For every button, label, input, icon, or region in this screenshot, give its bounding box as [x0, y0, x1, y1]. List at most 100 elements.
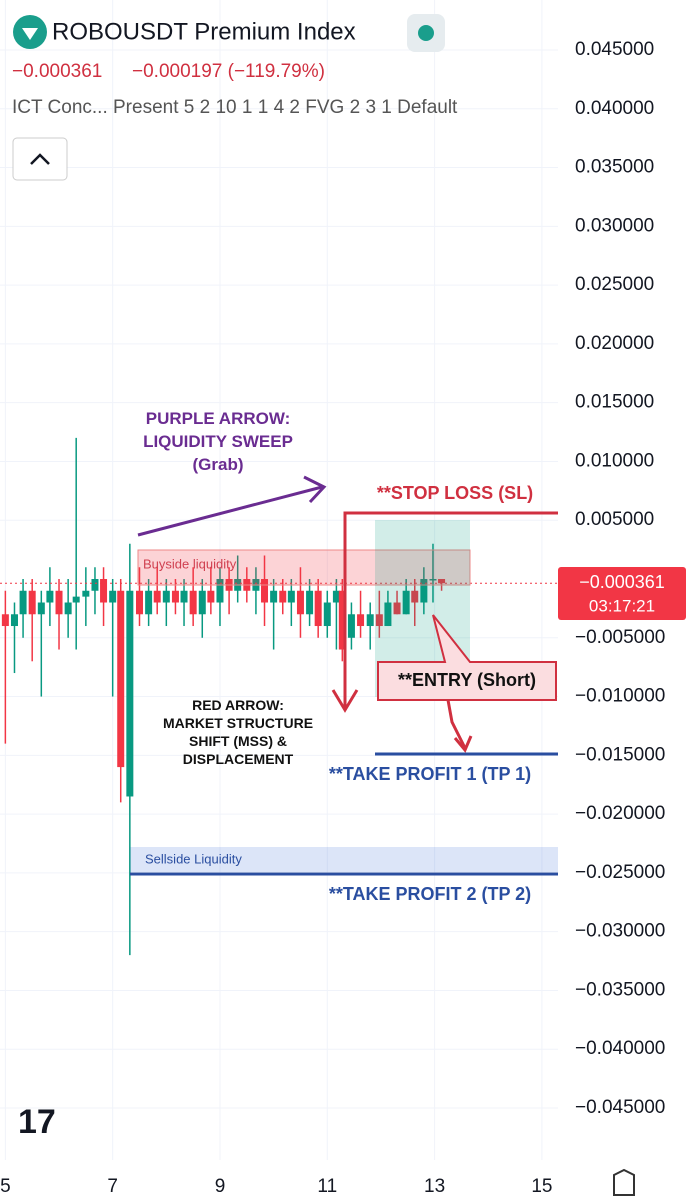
- entry-arrow-head: [453, 735, 473, 753]
- y-tick-label: −0.015000: [575, 744, 665, 765]
- candle-body: [357, 614, 365, 627]
- candle-body: [207, 590, 215, 603]
- candle-body: [279, 590, 287, 603]
- candle-body: [323, 602, 331, 627]
- candle-body: [384, 602, 392, 627]
- symbol-title: ROBOUSDT Premium Index: [52, 18, 356, 45]
- stop-loss-label: **STOP LOSS (SL): [377, 483, 533, 503]
- symbol-icon-glyph: [22, 28, 38, 40]
- purple-note-line: PURPLE ARROW:: [146, 409, 291, 428]
- candle-body: [375, 614, 383, 627]
- y-tick-label: 0.010000: [575, 450, 654, 471]
- red-note-line: DISPLACEMENT: [183, 751, 294, 767]
- y-tick-label: 0.030000: [575, 215, 654, 236]
- red-note-line: MARKET STRUCTURE: [163, 715, 313, 731]
- candle-body: [189, 590, 197, 615]
- candle-body: [180, 590, 188, 603]
- candle-body: [126, 590, 134, 797]
- candle-body: [46, 590, 54, 603]
- candle-body: [72, 596, 80, 603]
- y-tick-label: −0.025000: [575, 862, 665, 883]
- y-tick-label: −0.035000: [575, 979, 665, 1000]
- y-tick-label: −0.030000: [575, 921, 665, 942]
- candle-body: [366, 614, 374, 627]
- status-dot: [418, 25, 434, 41]
- candle-body: [429, 579, 437, 581]
- purple-arrow-head: [303, 475, 327, 504]
- x-tick-label: 7: [107, 1176, 118, 1197]
- candle-body: [10, 614, 18, 627]
- candle-body: [153, 590, 161, 603]
- tp1-label: **TAKE PROFIT 1 (TP 1): [329, 764, 531, 784]
- red-note: RED ARROW: MARKET STRUCTURE SHIFT (MSS) & D…: [163, 697, 313, 767]
- candle-body: [55, 590, 63, 615]
- purple-note: PURPLE ARROW: LIQUIDITY SWEEP (Grab): [143, 409, 293, 474]
- x-tick-label: 5: [0, 1176, 11, 1197]
- candle-body: [296, 590, 304, 615]
- candle-body: [270, 590, 278, 603]
- candle-body: [109, 590, 117, 603]
- candle-body: [216, 579, 224, 603]
- purple-arrow: [137, 485, 323, 537]
- y-tick-label: −0.040000: [575, 1038, 665, 1059]
- x-tick-label: 9: [215, 1176, 226, 1197]
- purple-note-line: (Grab): [193, 455, 244, 474]
- y-tick-label: 0.035000: [575, 157, 654, 178]
- red-note-line: SHIFT (MSS) &: [189, 733, 287, 749]
- candle-body: [411, 590, 419, 603]
- entry-label: **ENTRY (Short): [398, 670, 536, 690]
- candle-body: [438, 579, 446, 584]
- candle-body: [420, 579, 428, 603]
- candle-body: [37, 602, 45, 615]
- x-tick-label: 15: [531, 1176, 552, 1197]
- candle-body: [117, 590, 125, 768]
- candle-body: [28, 590, 36, 615]
- candle-body: [402, 590, 410, 615]
- x-tick-label: 11: [317, 1176, 337, 1197]
- candle-body: [198, 590, 206, 615]
- entry-callout: [377, 614, 557, 701]
- tp2-label: **TAKE PROFIT 2 (TP 2): [329, 884, 531, 904]
- y-tick-label: 0.045000: [575, 39, 654, 60]
- candle-body: [100, 579, 108, 603]
- candle-body: [393, 602, 401, 615]
- candle-body: [82, 590, 90, 597]
- indicator-line: ICT Conc... Present 5 2 10 1 1 4 2 FVG 2…: [12, 97, 458, 118]
- collapse-button[interactable]: [12, 137, 68, 181]
- candle-body: [171, 590, 179, 603]
- chevron: [30, 153, 50, 165]
- red-arrow-head: [331, 689, 359, 713]
- y-tick-label: 0.025000: [575, 274, 654, 295]
- candle-body: [19, 590, 27, 615]
- y-tick-label: −0.005000: [575, 627, 665, 648]
- settings-icon[interactable]: [613, 1168, 635, 1196]
- price-change: −0.000197 (−119.79%): [132, 61, 325, 82]
- y-tick-label: −0.020000: [575, 803, 665, 824]
- last-price: −0.000361: [12, 61, 102, 82]
- buyside-zone: [137, 549, 471, 586]
- candle-body: [347, 614, 355, 638]
- candle-body: [306, 590, 314, 615]
- y-tick-label: 0.040000: [575, 98, 654, 119]
- x-tick-label: 13: [424, 1176, 445, 1197]
- sellside-label: Sellside Liquidity: [145, 851, 242, 866]
- candle-body: [314, 590, 322, 627]
- candle-body: [145, 590, 153, 615]
- y-tick-label: −0.010000: [575, 686, 665, 707]
- logo: 17: [18, 1103, 56, 1141]
- entry-arrow: [446, 699, 467, 749]
- candle-body: [332, 590, 340, 603]
- red-note-line: RED ARROW:: [192, 697, 284, 713]
- price-tag-value: −0.000361: [579, 572, 665, 592]
- candle-body: [91, 579, 99, 591]
- y-tick-label: −0.045000: [575, 1097, 665, 1118]
- candle-body: [287, 590, 295, 603]
- purple-note-line: LIQUIDITY SWEEP: [143, 432, 293, 451]
- y-tick-label: 0.015000: [575, 392, 654, 413]
- candle-body: [136, 590, 143, 615]
- candle-body: [338, 590, 346, 650]
- y-tick-label: 0.005000: [575, 509, 654, 530]
- price-tag: [558, 567, 686, 620]
